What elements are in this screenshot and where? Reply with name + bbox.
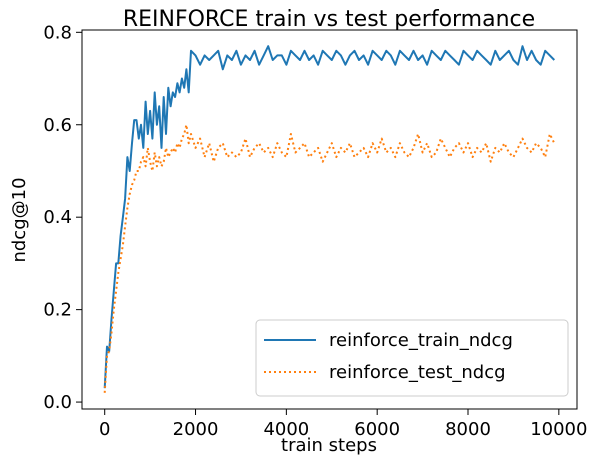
- legend-label-test: reinforce_test_ndcg: [329, 362, 506, 383]
- x-tick-label: 6000: [354, 419, 400, 440]
- series-layer: [103, 45, 556, 393]
- x-tick-label: 8000: [445, 419, 491, 440]
- chart-title: REINFORCE train vs test performance: [123, 7, 535, 32]
- x-tick-label: 4000: [263, 419, 309, 440]
- x-tick-label: 10000: [530, 419, 587, 440]
- plot-frame: [81, 29, 578, 410]
- x-axis: 0 2000 4000 6000 8000 10000: [99, 409, 587, 440]
- series-line-reinforce_train_ndcg: [103, 45, 556, 389]
- x-tick-label: 2000: [173, 419, 219, 440]
- y-tick-label: 0.8: [43, 22, 72, 43]
- y-tick-label: 0.0: [43, 392, 72, 413]
- y-tick-label: 0.2: [43, 300, 72, 321]
- y-tick-label: 0.4: [43, 207, 72, 228]
- y-tick-label: 0.6: [43, 115, 72, 136]
- y-axis-label: ndcg@10: [9, 177, 30, 262]
- x-axis-label: train steps: [281, 435, 377, 456]
- legend: reinforce_train_ndcg reinforce_test_ndcg: [255, 319, 569, 397]
- x-tick-label: 0: [99, 419, 110, 440]
- y-axis: 0.0 0.2 0.4 0.6 0.8: [43, 22, 82, 413]
- legend-box: [255, 319, 569, 397]
- legend-label-train: reinforce_train_ndcg: [329, 330, 513, 351]
